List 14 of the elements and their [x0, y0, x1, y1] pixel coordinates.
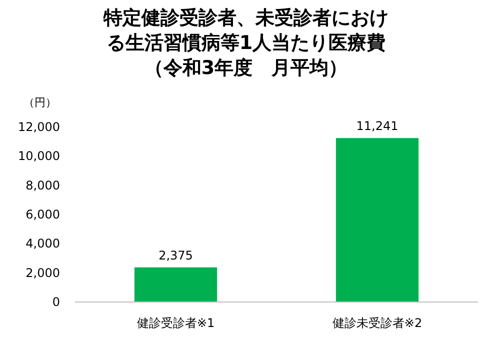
x-tick-label: 健診受診者※1 — [136, 316, 215, 330]
chart-title: 特定健診受診者、未受診者における生活習慣病等1人当たり医療費 — [102, 7, 388, 54]
y-tick-label: 12,000 — [18, 120, 60, 134]
data-label: 11,241 — [356, 119, 398, 134]
chart-subtitle: （令和3年度 月平均） — [144, 57, 348, 79]
x-tick-label: 健診未受診者※2 — [332, 316, 422, 330]
y-tick-label: 8,000 — [26, 178, 60, 192]
y-tick-label: 6,000 — [26, 208, 60, 222]
y-tick-label: 4,000 — [26, 236, 60, 251]
y-tick-label: 10,000 — [18, 149, 60, 164]
y-tick-label: 0 — [52, 295, 60, 309]
data-label: 2,375 — [158, 248, 193, 262]
y-axis-title: （円） — [24, 96, 56, 109]
y-tick-label: 2,000 — [26, 266, 60, 280]
